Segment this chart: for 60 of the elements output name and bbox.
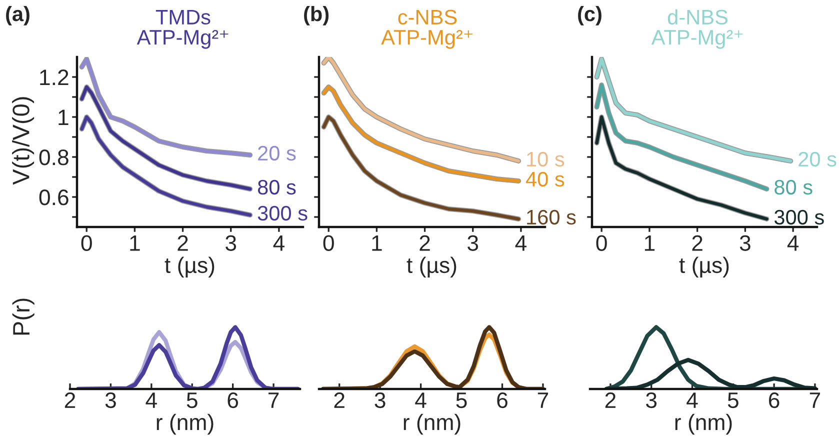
x-tick-label: 5 <box>186 392 198 408</box>
x-tick-label: 2 <box>420 235 430 251</box>
chart-title: c-NBS ATP-Mg²⁺ <box>381 10 472 49</box>
x-axis-title: r (nm) <box>675 414 732 435</box>
x-tick-label: 2 <box>692 235 702 251</box>
x-tick-label: 3 <box>374 392 386 408</box>
x-tick-label: 7 <box>268 392 279 408</box>
series-label: 40 s <box>526 172 564 187</box>
x-tick-label: 1 <box>372 235 382 251</box>
x-tick-label: 7 <box>538 392 548 408</box>
x-axis-title: r (nm) <box>156 414 214 435</box>
x-axis-title: t (µs) <box>679 256 729 278</box>
series-label: 10 s <box>527 152 564 167</box>
x-tick-label: 1 <box>644 235 655 251</box>
x-tick-label: 3 <box>740 235 750 251</box>
x-tick-label: 1 <box>130 235 140 251</box>
x-tick-label: 0 <box>323 235 334 251</box>
chart-title: d-NBS ATP-Mg²⁺ <box>651 9 743 49</box>
x-tick-label: 4 <box>686 392 698 408</box>
x-tick-label: 0 <box>81 235 92 251</box>
x-tick-label: 4 <box>146 392 157 408</box>
x-tick-label: 4 <box>273 235 284 251</box>
series-label: 80 s <box>258 180 296 195</box>
series-label: 300 s <box>774 210 824 225</box>
x-tick-label: 3 <box>646 392 657 408</box>
series-label: 20 s <box>798 152 836 167</box>
x-tick-label: 0 <box>596 235 607 251</box>
y-axis-title: P(r) <box>12 298 34 335</box>
series-label: 80 s <box>774 180 812 195</box>
x-tick-label: 5 <box>728 392 738 408</box>
y-axis-title: V(t)/V(0) <box>12 97 34 185</box>
text: (a) <box>6 6 30 26</box>
x-tick-label: 3 <box>226 235 236 251</box>
text: (c) <box>578 6 602 26</box>
series-label: 300 s <box>258 206 308 221</box>
x-tick-label: 2 <box>605 392 616 408</box>
x-tick-label: 6 <box>497 392 508 408</box>
text: (b) <box>304 6 329 26</box>
x-tick-label: 5 <box>456 392 467 408</box>
series-label: 160 s <box>527 210 576 225</box>
x-tick-label: 6 <box>769 392 780 408</box>
chart-title: TMDs ATP-Mg²⁺ <box>136 10 228 49</box>
x-tick-label: 7 <box>810 392 820 408</box>
x-tick-label: 4 <box>787 235 799 251</box>
series-label: 20 s <box>258 146 296 161</box>
y-tick-label: 0.6 <box>39 190 68 206</box>
x-axis-title: r (nm) <box>404 414 460 435</box>
y-tick-label: 1 <box>58 110 68 126</box>
x-axis-title: t (µs) <box>406 256 456 278</box>
x-tick-label: 6 <box>228 392 238 408</box>
x-tick-label: 2 <box>64 392 76 408</box>
x-tick-label: 4 <box>415 392 426 408</box>
x-tick-label: 3 <box>468 235 478 251</box>
x-tick-label: 3 <box>105 392 116 408</box>
x-tick-label: 4 <box>515 235 526 251</box>
x-axis-title: t (µs) <box>164 256 214 278</box>
y-tick-label: 0.8 <box>39 150 68 166</box>
x-tick-label: 2 <box>178 235 188 251</box>
y-tick-label: 1.2 <box>40 70 68 86</box>
x-tick-label: 2 <box>334 392 344 408</box>
